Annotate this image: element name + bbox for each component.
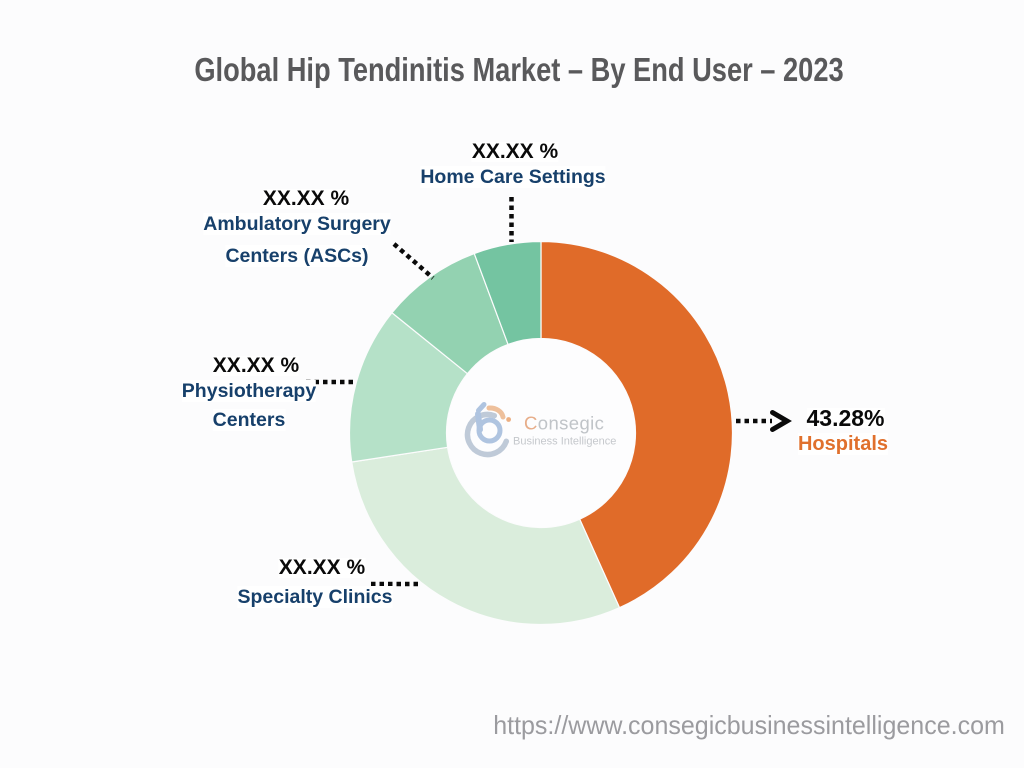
svg-text:Consegic: Consegic <box>524 413 604 434</box>
svg-text:Business Intelligence: Business Intelligence <box>513 436 616 448</box>
